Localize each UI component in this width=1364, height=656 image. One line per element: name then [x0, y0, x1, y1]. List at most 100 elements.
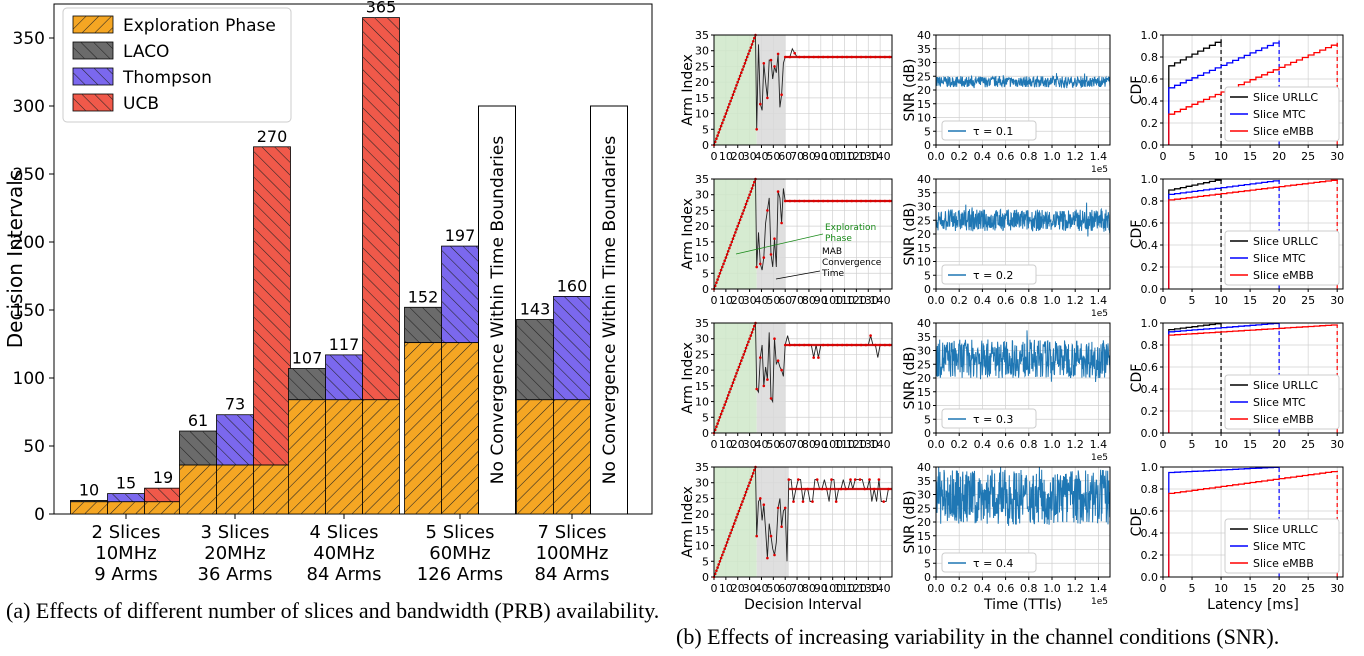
y-tick-label: 20 — [695, 76, 709, 89]
y-tick-label: 0 — [924, 139, 931, 152]
arm-point — [850, 56, 853, 59]
arm-point — [725, 256, 728, 259]
x-tick-label: 1.2 — [1066, 438, 1084, 451]
x-tick-label: 20 — [1272, 582, 1286, 595]
arm-point — [789, 200, 792, 203]
arm-point — [728, 391, 731, 394]
arm-point — [817, 356, 820, 359]
legend-label: τ = 0.2 — [973, 269, 1013, 282]
y-axis-label: SNR (dB) — [902, 347, 918, 410]
annotation-mab: Time — [821, 269, 844, 279]
arm-point — [738, 366, 741, 369]
y-tick-label: 0.0 — [1141, 427, 1159, 440]
x-tick-label: 0.4 — [974, 438, 992, 451]
arm-point — [723, 259, 726, 262]
arm-point — [789, 56, 792, 59]
arm-point — [722, 263, 725, 266]
arm-point — [732, 525, 735, 528]
arm-point — [735, 372, 738, 375]
x-tick-label: 20MHz — [204, 543, 265, 564]
y-tick-label: 20 — [695, 508, 709, 521]
arm-point — [742, 497, 745, 500]
y-tick-label: 5 — [702, 411, 709, 424]
bar-hatch — [289, 400, 326, 514]
arm-point — [729, 244, 732, 247]
x-tick-label: 15 — [1243, 150, 1257, 163]
arm-point — [722, 407, 725, 410]
x-tick-label: 5 — [1189, 150, 1196, 163]
arm-point — [735, 228, 738, 231]
arm-point — [780, 369, 783, 372]
arm-point — [738, 222, 741, 225]
arm-point — [748, 193, 751, 196]
x-tick-label: 0.8 — [1020, 294, 1038, 307]
x-tick-label: 0.8 — [1020, 150, 1038, 163]
legend-label: τ = 0.4 — [973, 557, 1013, 570]
arm-point — [806, 488, 809, 491]
y-axis-label: Arm Index — [680, 198, 696, 270]
legend-label: LACO — [123, 42, 169, 62]
arm-point — [860, 56, 863, 59]
y-axis-label: CDF — [1129, 220, 1145, 249]
arm-point — [742, 353, 745, 356]
arm-point — [753, 181, 756, 184]
offset-label: 1e5 — [1091, 165, 1108, 175]
legend-label: Slice URLLC — [1253, 523, 1318, 536]
x-tick-label: 10 — [1214, 294, 1228, 307]
legend-label: Slice MTC — [1253, 108, 1306, 121]
x-tick-label: 20 — [1272, 294, 1286, 307]
y-tick-label: 100 — [13, 369, 45, 389]
arm-point — [723, 115, 726, 118]
legend-label: Slice eMBB — [1253, 125, 1314, 138]
arm-point — [738, 510, 741, 513]
arm-point — [879, 200, 882, 203]
legend-swatch-hatch — [73, 94, 113, 111]
arm-point — [744, 62, 747, 65]
arm-point — [729, 100, 732, 103]
y-tick-label: 300 — [13, 97, 45, 117]
arm-point — [817, 56, 820, 59]
arm-point — [733, 378, 736, 381]
bar-value-label: 197 — [445, 226, 476, 245]
arm-point — [827, 344, 830, 347]
arm-point — [865, 344, 868, 347]
x-tick-label: 30 — [1330, 438, 1344, 451]
x-tick-label: 140 — [870, 582, 891, 595]
arm-point — [745, 203, 748, 206]
y-axis-label: Decision Intervals — [3, 170, 27, 349]
arm-point — [840, 488, 843, 491]
x-tick-label: 0 — [1160, 294, 1167, 307]
bar-hatch — [289, 368, 326, 399]
y-tick-label: 35 — [917, 43, 931, 56]
bar-hatch — [405, 343, 442, 514]
arm-point — [741, 68, 744, 71]
arm-point — [798, 56, 801, 59]
x-tick-label: 5 Slices — [426, 522, 495, 543]
y-tick-label: 0.0 — [1141, 283, 1159, 296]
bar-chart-panel: 050100150200250300350Decision Intervals2… — [3, 0, 652, 585]
y-tick-label: 25 — [695, 492, 709, 505]
arm-point — [755, 388, 758, 391]
arm-point — [747, 53, 750, 56]
y-tick-label: 0.8 — [1141, 483, 1159, 496]
bar-hatch — [554, 400, 591, 514]
arm-point — [808, 56, 811, 59]
legend-swatch-hatch — [73, 42, 113, 59]
arm-point — [725, 544, 728, 547]
y-tick-label: 35 — [695, 173, 709, 186]
x-tick-label: 2 Slices — [92, 522, 161, 543]
x-tick-label: 30 — [1330, 150, 1344, 163]
arm-point — [784, 344, 787, 347]
arm-point — [854, 478, 857, 481]
arm-point — [732, 237, 735, 240]
x-tick-label: 1.4 — [1090, 150, 1108, 163]
arm-point — [752, 40, 755, 43]
bar-value-label: 15 — [116, 474, 136, 493]
y-tick-label: 25 — [695, 348, 709, 361]
offset-label: 1e5 — [1091, 597, 1108, 607]
arm-point — [759, 497, 762, 500]
arm-point — [835, 500, 838, 503]
arm-point — [830, 478, 833, 481]
y-tick-label: 0 — [702, 139, 709, 152]
y-tick-label: 35 — [695, 317, 709, 330]
